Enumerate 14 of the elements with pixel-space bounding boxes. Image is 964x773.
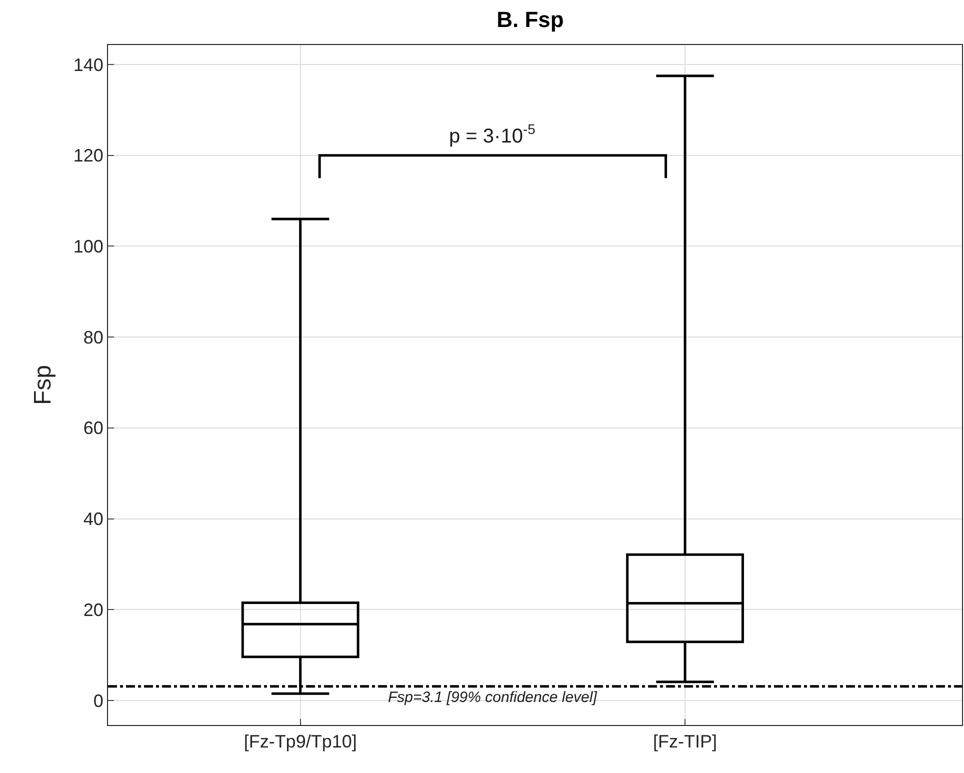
y-tick-label: 120	[73, 146, 104, 166]
y-tick-label: 40	[83, 509, 104, 530]
y-tick-label: 80	[83, 327, 104, 348]
y-tick-label: 0	[93, 690, 104, 711]
x-tick-label: [Fz-Tp9/Tp10]	[244, 732, 357, 752]
y-axis-title: Fsp	[29, 364, 56, 406]
y-tick-label: 20	[83, 600, 104, 620]
chart-title: B. Fsp	[496, 6, 564, 32]
x-tick-label: [Fz-TIP]	[653, 732, 718, 752]
y-tick-label: 60	[83, 418, 104, 438]
y-tick-label: 140	[73, 54, 104, 75]
y-tick-label: 100	[73, 236, 104, 257]
ref-line-label: Fsp=3.1 [99% confidence level]	[388, 689, 598, 706]
annotation: p = 3·10$^{-5}$	[449, 121, 536, 148]
